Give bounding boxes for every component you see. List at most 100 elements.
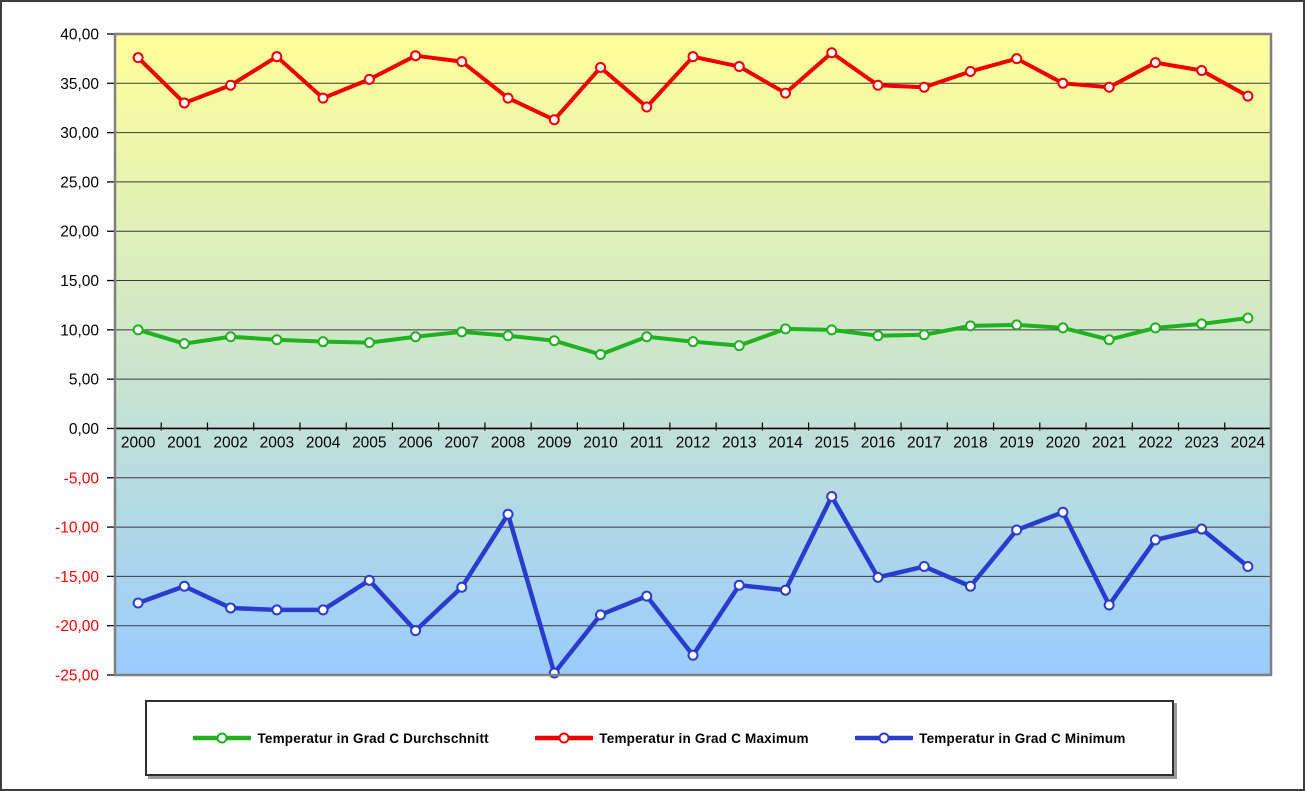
data-point-marker: [872, 79, 884, 91]
data-point-marker: [641, 331, 653, 343]
data-point-marker: [317, 92, 329, 104]
legend-line-marker-icon: [193, 732, 252, 744]
data-point-marker: [779, 323, 791, 335]
legend-item-maximum: Temperatur in Grad C Maximum: [535, 731, 809, 746]
data-point-marker: [271, 604, 283, 616]
y-axis-label: -10,00: [55, 520, 99, 537]
data-point-marker: [363, 337, 375, 349]
data-point-marker: [595, 62, 607, 74]
y-axis-label: 5,00: [69, 372, 100, 389]
x-axis-label: 2009: [537, 434, 571, 451]
data-point-marker: [1242, 312, 1254, 324]
data-point-marker: [687, 649, 699, 661]
data-point-marker: [1057, 322, 1069, 334]
data-point-marker: [964, 65, 976, 77]
data-point-marker: [595, 349, 607, 360]
plot-area-background: [115, 34, 1271, 675]
data-point-marker: [918, 81, 930, 93]
data-point-marker: [1149, 57, 1161, 69]
data-point-marker: [502, 330, 514, 342]
x-axis-label: 2018: [953, 434, 987, 451]
y-axis-label: 40,00: [60, 27, 99, 44]
data-point-marker: [456, 581, 468, 593]
series-minimum: [132, 491, 1254, 679]
legend-item-minimum: Temperatur in Grad C Minimum: [855, 731, 1125, 746]
data-point-marker: [1149, 534, 1161, 546]
data-point-marker: [410, 331, 422, 343]
x-axis-label: 2010: [583, 434, 618, 451]
data-point-marker: [1103, 599, 1115, 611]
y-axis-label: -15,00: [55, 569, 99, 586]
x-axis-label: 2013: [722, 434, 756, 451]
y-axis-labels: -25,00 -20,00 -15,00 -10,00 -5,00 0,00 5,00 10,…: [55, 27, 115, 685]
data-point-marker: [641, 101, 653, 113]
x-axis-label: 2005: [352, 434, 386, 451]
data-point-marker: [132, 324, 144, 336]
data-point-marker: [132, 597, 144, 609]
data-point-marker: [779, 87, 791, 99]
legend-line-marker-icon: [535, 732, 594, 744]
data-point-marker: [1242, 561, 1254, 573]
data-point-marker: [1057, 506, 1069, 518]
series-durchschnitt: [132, 312, 1254, 360]
x-axis-label: 2004: [306, 434, 341, 451]
data-point-marker: [225, 79, 237, 91]
data-point-marker: [964, 320, 976, 332]
y-axis-label: -5,00: [64, 470, 100, 487]
data-point-marker: [872, 571, 884, 583]
x-axis-label: 2024: [1231, 434, 1266, 451]
x-axis-label: 2006: [398, 434, 432, 451]
data-point-marker: [1196, 64, 1208, 76]
x-axis: [114, 422, 1272, 431]
series-maximum: [132, 47, 1254, 126]
y-axis-label: 25,00: [60, 174, 99, 191]
data-point-marker: [1011, 524, 1023, 536]
x-axis-label: 2015: [814, 434, 848, 451]
x-axis-label: 2007: [445, 434, 479, 451]
data-point-marker: [317, 336, 329, 348]
data-point-marker: [178, 580, 190, 592]
x-axis-label: 2023: [1184, 434, 1218, 451]
data-point-marker: [872, 330, 884, 342]
x-axis-label: 2001: [167, 434, 201, 451]
data-point-marker: [548, 335, 560, 347]
data-point-marker: [410, 625, 422, 637]
data-point-marker: [826, 324, 838, 336]
x-axis-label: 2017: [907, 434, 941, 451]
data-point-marker: [1103, 81, 1115, 93]
data-point-marker: [918, 561, 930, 573]
data-point-marker: [317, 604, 329, 616]
data-point-marker: [1011, 53, 1023, 65]
x-axis-label: 2020: [1046, 434, 1081, 451]
chart-legend: Temperatur in Grad C Durchschnitt Temper…: [145, 700, 1174, 776]
x-axis-label: 2012: [676, 434, 710, 451]
data-point-marker: [502, 92, 514, 104]
data-point-marker: [225, 331, 237, 343]
data-point-marker: [132, 52, 144, 64]
y-axis-label: 20,00: [60, 224, 99, 241]
data-point-marker: [271, 51, 283, 63]
data-point-marker: [733, 579, 745, 591]
data-point-marker: [1196, 523, 1208, 535]
data-point-marker: [225, 602, 237, 614]
y-axis-label: -25,00: [55, 668, 99, 685]
x-axis-label: 2002: [213, 434, 247, 451]
data-point-marker: [826, 491, 838, 503]
x-axis-label: 2014: [768, 434, 803, 451]
y-axis-label: 30,00: [60, 125, 99, 142]
plot-area-border: [113, 32, 1273, 677]
temperature-chart: -25,00 -20,00 -15,00 -10,00 -5,00 0,00 5,00 10,…: [55, 27, 1273, 685]
data-point-marker: [1242, 90, 1254, 102]
data-point-marker: [687, 336, 699, 348]
data-point-marker: [548, 114, 560, 126]
x-axis-label: 2000: [121, 434, 156, 451]
data-point-marker: [456, 56, 468, 68]
y-axis-label: 35,00: [60, 76, 99, 93]
legend-marker: [878, 732, 890, 744]
data-point-marker: [456, 326, 468, 338]
legend-line-marker-icon: [855, 732, 914, 744]
x-axis-label: 2008: [491, 434, 525, 451]
x-axis-label: 2016: [861, 434, 895, 451]
data-point-marker: [826, 47, 838, 59]
